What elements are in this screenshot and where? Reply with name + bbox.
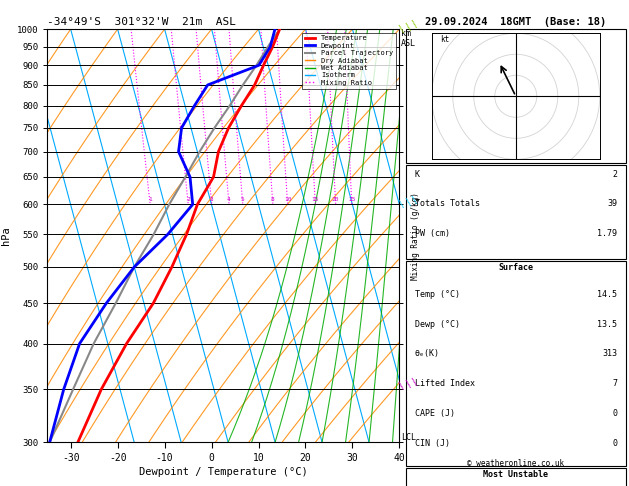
Text: /: / (404, 22, 413, 32)
Text: 0: 0 (612, 409, 617, 418)
Bar (406, 29, 626, 163)
Text: Totals Totals: Totals Totals (415, 199, 479, 208)
Text: 39: 39 (607, 199, 617, 208)
Text: 1.79: 1.79 (597, 229, 617, 238)
Text: CIN (J): CIN (J) (415, 438, 450, 448)
Text: Most Unstable: Most Unstable (483, 470, 548, 479)
Text: © weatheronline.co.uk: © weatheronline.co.uk (467, 459, 564, 469)
Text: 313: 313 (602, 349, 617, 358)
Text: K: K (415, 170, 420, 179)
X-axis label: Dewpoint / Temperature (°C): Dewpoint / Temperature (°C) (139, 467, 308, 477)
Text: CAPE (J): CAPE (J) (415, 409, 455, 418)
Text: 1: 1 (148, 197, 152, 202)
Text: 20: 20 (332, 197, 340, 202)
Text: 13.5: 13.5 (597, 320, 617, 329)
Text: Temp (°C): Temp (°C) (415, 290, 460, 299)
Text: PW (cm): PW (cm) (415, 229, 450, 238)
Text: Dewp (°C): Dewp (°C) (415, 320, 460, 329)
Text: 8: 8 (271, 197, 275, 202)
Text: 5: 5 (241, 197, 245, 202)
Text: θₑ(K): θₑ(K) (415, 349, 440, 358)
Text: 3: 3 (210, 197, 214, 202)
Text: /: / (411, 195, 420, 204)
Text: Mixing Ratio (g/kg): Mixing Ratio (g/kg) (411, 192, 420, 279)
Text: 4: 4 (227, 197, 231, 202)
Y-axis label: hPa: hPa (1, 226, 11, 245)
Legend: Temperature, Dewpoint, Parcel Trajectory, Dry Adiabat, Wet Adiabat, Isotherm, Mi: Temperature, Dewpoint, Parcel Trajectory… (302, 33, 396, 88)
Text: 29.09.2024  18GMT  (Base: 18): 29.09.2024 18GMT (Base: 18) (425, 17, 606, 27)
Text: /: / (411, 377, 420, 386)
Text: /: / (398, 382, 407, 391)
Bar (406, 261, 626, 466)
Text: /: / (404, 380, 413, 389)
Text: Lifted Index: Lifted Index (415, 379, 474, 388)
Text: 10: 10 (284, 197, 291, 202)
Text: 7: 7 (612, 379, 617, 388)
Text: 15: 15 (311, 197, 319, 202)
Text: 14.5: 14.5 (597, 290, 617, 299)
Text: -34°49'S  301°32'W  21m  ASL: -34°49'S 301°32'W 21m ASL (47, 17, 236, 27)
Text: /: / (398, 200, 407, 209)
Text: /: / (398, 24, 407, 34)
Text: Surface: Surface (498, 263, 533, 272)
Bar (406, 469, 626, 486)
Bar (406, 165, 626, 259)
Text: /: / (404, 197, 413, 207)
Text: km
ASL: km ASL (401, 29, 416, 48)
Text: LCL: LCL (401, 433, 416, 442)
Text: /: / (411, 19, 420, 29)
Text: 25: 25 (348, 197, 355, 202)
Text: 2: 2 (612, 170, 617, 179)
Text: 0: 0 (612, 438, 617, 448)
Text: 2: 2 (186, 197, 190, 202)
